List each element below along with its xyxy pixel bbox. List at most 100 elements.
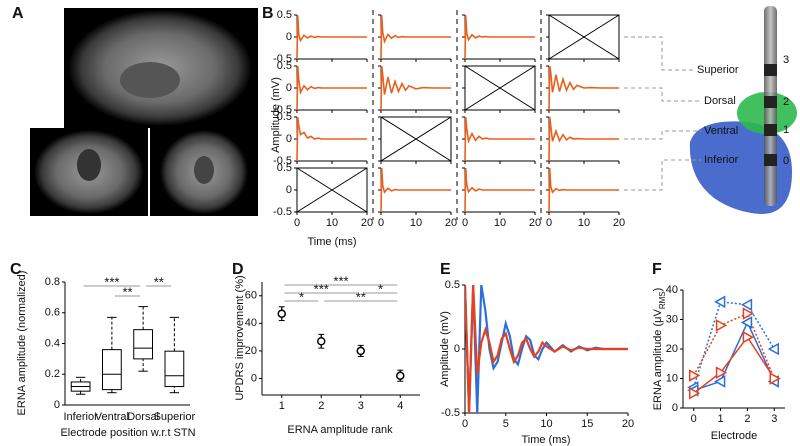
x-tick-label: 4 [397,400,403,412]
waveform [464,116,535,162]
waveform [296,14,367,60]
waveform [548,116,619,162]
y-axis-label-part: ERNA amplitude (μV [652,309,664,411]
x-axis-label: Electrode [711,430,757,442]
y-tick-label: 30 [666,313,678,325]
x-tick-label: 10 [326,217,338,229]
region-label: Dorsal [704,95,736,107]
y-tick-label: 0 [54,399,60,411]
waveform [296,65,367,111]
significance-label: ** [122,284,132,299]
x-tick-label: 0 [294,217,300,229]
region-label: Inferior [704,154,739,166]
y-tick-label: 0.6 [45,307,60,319]
x-tick-label: 1 [279,400,285,412]
y-tick-label: 10 [666,372,678,384]
x-tick-label: Superior [154,411,196,423]
waveform [548,167,619,213]
x-tick-label: 1 [718,413,724,425]
y-tick-label: -0.5 [273,53,292,65]
contact-label: 3 [783,54,789,66]
mri-images [30,8,258,216]
x-axis-label: Time (ms) [307,236,356,248]
marker [742,330,754,344]
panel-label: D [232,261,244,278]
series-line [693,312,775,379]
box [102,349,122,391]
contact-label: 2 [783,96,789,108]
region-label: Superior [697,64,739,76]
panel-label: A [12,5,24,22]
panel-label: B [262,5,274,22]
empty-cell [464,65,536,111]
y-axis-label: UPDRS improvement (%) [234,275,246,400]
box [164,350,185,388]
y-axis-label: Amplitude (mV) [439,311,451,387]
x-tick-label: 10 [540,418,552,430]
x-axis-label: ERNA amplitude rank [287,424,393,436]
y-axis-label-part: ) [652,288,664,292]
x-tick-label: 0 [691,413,697,425]
y-tick-label: 20 [245,345,257,357]
y-tick-label: 0 [286,31,292,43]
marker [688,386,701,400]
y-axis-label-part: RMS [658,291,667,309]
x-tick-label: 0 [462,217,468,229]
y-tick-label: -0.5 [273,104,292,116]
point [317,337,326,346]
panel-label: C [10,261,22,278]
y-tick-label: 0.5 [445,279,460,291]
waveform [380,14,451,60]
series-line [693,320,775,392]
y-tick-label: 0.4 [45,337,60,349]
x-tick-label: 10 [494,217,506,229]
point [356,346,365,356]
x-tick-label: 10 [578,217,590,229]
y-tick-label: 0 [454,343,460,355]
significance-label: ** [154,274,164,289]
significance-label: ** [356,289,366,304]
y-axis-label: Amplitude (mV) [270,77,282,153]
x-tick-label: 0 [378,217,384,229]
y-tick-label: -0.5 [273,155,292,167]
panel-label: E [440,261,451,278]
x-tick-label: 2 [744,413,750,425]
y-tick-label: 0.8 [45,276,60,288]
y-axis-label: ERNA amplitude (μVRMS) [652,288,667,411]
y-tick-label: 0 [286,184,292,196]
x-tick-label: Dorsal [127,411,159,423]
marker [742,307,754,320]
y-tick-label: -0.5 [441,407,460,419]
point [396,371,405,380]
x-tick-label: 3 [771,413,777,425]
y-tick-label: 0 [286,82,292,94]
marker [715,366,728,379]
waveform [464,167,535,213]
marker [714,295,726,309]
y-tick-label: 0 [286,133,292,145]
y-axis-label: ERNA amplitude (normalized) [16,271,28,416]
waveform [464,14,535,60]
waveform [380,167,451,213]
x-tick-label: 0 [462,418,468,430]
electrode-diagram [624,6,797,215]
empty-cross [548,14,620,60]
marker [769,372,781,385]
y-tick-label: 0.5 [277,111,292,123]
x-tick-label: 3 [358,400,364,412]
marker [714,375,726,388]
significance-label: * [299,289,304,304]
x-tick-label: 20 [622,418,634,430]
trace [465,285,628,413]
marker [715,319,728,332]
x-tick-label: 10 [410,217,422,229]
y-tick-label: 20 [666,343,678,355]
contact-label: 0 [783,155,789,167]
y-tick-label: 60 [245,290,257,302]
empty-cell [548,14,620,60]
x-tick-label: 20 [445,217,457,229]
y-tick-label: 0 [672,402,678,414]
point [277,309,286,318]
empty-cell [380,116,452,162]
